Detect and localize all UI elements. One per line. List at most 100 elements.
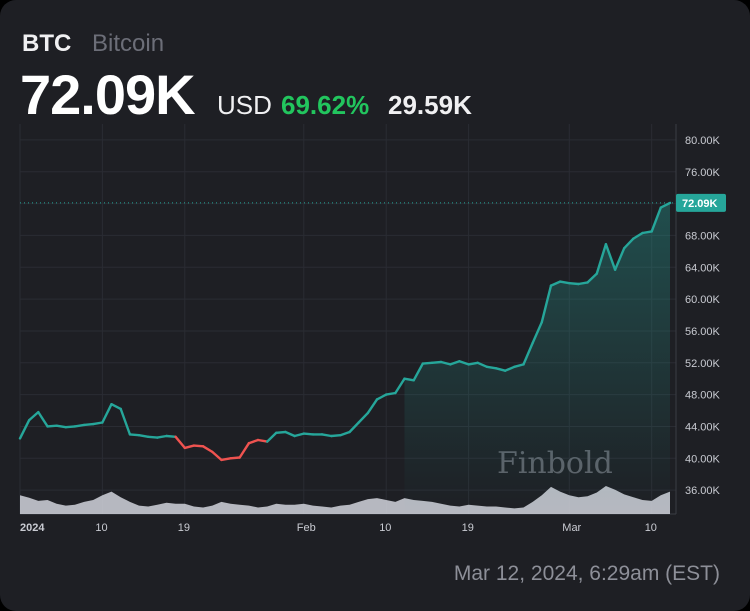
y-tick-label: 60.00K xyxy=(685,294,721,306)
x-tick-label: 19 xyxy=(178,522,190,534)
price-line-segment xyxy=(266,431,278,443)
price-line-segment xyxy=(119,407,132,436)
price-line-segment xyxy=(211,450,223,462)
price-line-segment xyxy=(467,361,479,366)
price-line-segment xyxy=(165,434,177,438)
price-line-segment xyxy=(330,434,342,438)
price-line-segment xyxy=(632,231,644,240)
price-line-segment xyxy=(37,410,49,428)
price-line-segment xyxy=(421,361,434,365)
x-tick-label: 10 xyxy=(645,522,657,534)
current-price: 72.09K xyxy=(20,63,196,126)
price-line-segment xyxy=(73,423,86,428)
price-line-segment xyxy=(586,272,598,284)
price-line-segment xyxy=(558,280,571,285)
price-line-segment xyxy=(293,432,305,438)
price-line-segment xyxy=(146,435,159,439)
price-line-segment xyxy=(513,363,525,369)
price-line-segment xyxy=(183,444,196,450)
price-line-segment xyxy=(522,341,534,366)
price-line-segment xyxy=(192,444,205,448)
price-line-segment xyxy=(302,432,315,436)
y-tick-label: 76.00K xyxy=(685,167,721,179)
price-line-segment xyxy=(28,410,40,422)
y-tick-label: 48.00K xyxy=(685,390,721,402)
price-line-segment xyxy=(531,320,543,345)
y-tick-label: 36.00K xyxy=(685,485,721,497)
price-line-segment xyxy=(650,206,662,233)
price-line-segment xyxy=(385,391,397,396)
price-line-segment xyxy=(494,367,507,372)
price-line-segment xyxy=(238,442,251,459)
last-price-label: 72.09K xyxy=(682,198,718,210)
price-line-segment xyxy=(613,246,626,271)
price-line-segment xyxy=(540,284,553,324)
price-line-segment xyxy=(375,393,388,401)
price-chart[interactable]: 80.00K76.00K72.00K68.00K64.00K60.00K56.0… xyxy=(0,120,750,550)
price-line-segment xyxy=(220,457,232,462)
price-line-segment xyxy=(284,430,296,438)
price-line-segment xyxy=(568,281,580,286)
price-line-segment xyxy=(476,361,489,369)
x-tick-label: Feb xyxy=(297,522,316,534)
price-line-segment xyxy=(156,434,168,439)
price-line-segment xyxy=(458,359,470,366)
price-line-segment xyxy=(439,360,452,366)
change-absolute: 29.59K xyxy=(388,90,472,120)
price-line-segment xyxy=(256,438,269,443)
price-line-segment xyxy=(485,365,498,370)
price-area-fill xyxy=(404,202,670,514)
price-line-segment xyxy=(320,433,333,438)
price-line-segment xyxy=(46,424,58,428)
y-tick-label: 64.00K xyxy=(685,262,721,274)
price-line-segment xyxy=(394,377,406,395)
x-tick-label: 2024 xyxy=(20,522,45,534)
price-line-segment xyxy=(18,418,31,440)
price-line-segment xyxy=(110,403,122,411)
currency-label: USD xyxy=(217,90,272,120)
price-line-segment xyxy=(504,365,516,372)
price-line-segment xyxy=(348,421,360,434)
change-percent: 69.62% xyxy=(281,90,370,120)
price-line-segment xyxy=(403,377,415,382)
price-line-segment xyxy=(577,281,589,286)
y-tick-label: 56.00K xyxy=(685,326,721,338)
timestamp: Mar 12, 2024, 6:29am (EST) xyxy=(453,562,720,585)
y-tick-label: 80.00K xyxy=(685,135,721,147)
price-line-segment xyxy=(128,433,141,437)
price-line-segment xyxy=(412,362,424,382)
price-line-segment xyxy=(91,421,104,426)
price-line-segment xyxy=(339,430,351,437)
price-line-segment xyxy=(174,435,187,450)
price-line-segment xyxy=(101,403,113,424)
x-tick-label: 10 xyxy=(379,522,391,534)
price-line-segment xyxy=(659,201,672,209)
volume-area xyxy=(20,486,670,514)
price-line-segment xyxy=(449,359,461,366)
y-tick-label: 52.00K xyxy=(685,358,721,370)
price-line-segment xyxy=(623,237,635,250)
price-line-segment xyxy=(247,438,260,445)
x-tick-label: 10 xyxy=(95,522,107,534)
price-line-segment xyxy=(357,411,370,424)
price-line-segment xyxy=(201,445,214,454)
price-line-segment xyxy=(229,456,241,460)
price-line-segment xyxy=(641,230,653,235)
y-tick-label: 44.00K xyxy=(685,421,721,433)
price-line-segment xyxy=(595,242,608,275)
price-line-segment xyxy=(55,424,68,429)
ticker-symbol: BTC xyxy=(22,30,72,57)
x-tick-label: 19 xyxy=(462,522,474,534)
price-line-segment xyxy=(137,434,150,438)
last-price-tag xyxy=(676,193,726,212)
price-line-segment xyxy=(64,425,77,429)
price-line-segment xyxy=(275,430,287,434)
y-tick-label: 40.00K xyxy=(685,453,721,465)
price-line-segment xyxy=(549,280,562,287)
x-tick-label: Mar xyxy=(562,522,581,534)
price-line-segment xyxy=(82,422,95,427)
price-line-segment xyxy=(604,242,617,271)
price-line-segment xyxy=(366,398,379,415)
asset-name: Bitcoin xyxy=(92,30,165,57)
